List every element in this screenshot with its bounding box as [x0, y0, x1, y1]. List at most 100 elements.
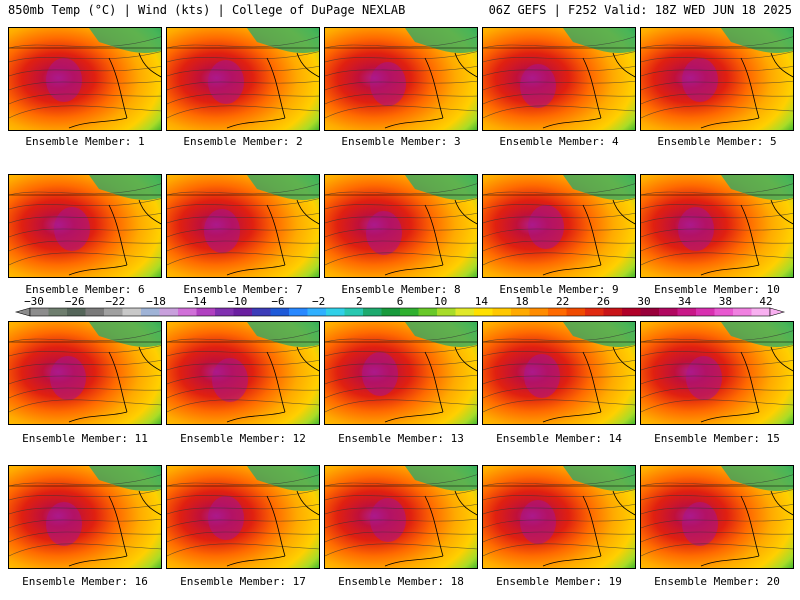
colorbar-tick-label: −6 — [271, 296, 284, 308]
colorbar-swatch — [252, 308, 271, 316]
colorbar-swatch — [233, 308, 253, 316]
colorbar-swatch — [751, 308, 771, 316]
colorbar-swatch — [733, 308, 752, 316]
colorbar-swatch — [714, 308, 734, 316]
ensemble-member-map — [640, 27, 794, 131]
ensemble-member-map — [166, 27, 320, 131]
colorbar-swatch — [196, 308, 216, 316]
ensemble-member-map — [166, 465, 320, 569]
colorbar-tick-label: 6 — [397, 296, 404, 308]
ensemble-member-map — [482, 27, 636, 131]
ensemble-member-map — [482, 321, 636, 425]
colorbar-tick-label: −26 — [65, 296, 85, 308]
ensemble-member-map — [324, 27, 478, 131]
colorbar-tick-label: 18 — [515, 296, 528, 308]
ensemble-member-label: Ensemble Member: 8 — [341, 283, 461, 296]
ensemble-member-label: Ensemble Member: 5 — [657, 135, 777, 148]
colorbar-swatch — [696, 308, 715, 316]
colorbar-tick-label: 22 — [556, 296, 569, 308]
colorbar-swatch — [529, 308, 549, 316]
ensemble-member-label: Ensemble Member: 17 — [180, 575, 306, 588]
temperature-colorbar: −30 −26 −22 −18 −14 −10 −6 −2 2 6 10 14 18 22 26 30 34 38… — [14, 296, 786, 317]
colorbar-swatch — [640, 308, 660, 316]
colorbar-tick-label: 26 — [597, 296, 610, 308]
colorbar-swatch — [48, 308, 68, 316]
colorbar-swatch — [511, 308, 530, 316]
ensemble-member-label: Ensemble Member: 9 — [499, 283, 619, 296]
ensemble-member-map — [640, 174, 794, 278]
colorbar-swatch — [344, 308, 364, 316]
colorbar-swatch — [400, 308, 419, 316]
ensemble-member-map — [324, 321, 478, 425]
map-title: 850mb Temp (°C) | Wind (kts) | College o… — [8, 3, 406, 17]
ensemble-member-map — [482, 174, 636, 278]
colorbar-swatch — [363, 308, 382, 316]
ensemble-member-label: Ensemble Member: 2 — [183, 135, 303, 148]
colorbar-swatch — [381, 308, 401, 316]
colorbar-tick-label: −30 — [24, 296, 44, 308]
colorbar-swatch — [141, 308, 160, 316]
ensemble-member-map — [8, 174, 162, 278]
ensemble-member-map — [8, 27, 162, 131]
colorbar-tick-label: 2 — [356, 296, 363, 308]
colorbar-max-arrow — [769, 307, 786, 317]
colorbar-swatch — [215, 308, 234, 316]
colorbar-tick-label: 10 — [434, 296, 447, 308]
ensemble-member-map — [640, 465, 794, 569]
colorbar-tick-label: −2 — [312, 296, 325, 308]
colorbar-swatch — [437, 308, 456, 316]
colorbar-swatch — [67, 308, 86, 316]
colorbar-swatch — [677, 308, 697, 316]
colorbar-tick-label: −22 — [105, 296, 125, 308]
colorbar-swatch — [492, 308, 512, 316]
colorbar-swatch — [85, 308, 105, 316]
colorbar-swatch — [548, 308, 567, 316]
ensemble-member-label: Ensemble Member: 7 — [183, 283, 303, 296]
ensemble-member-label: Ensemble Member: 13 — [338, 432, 464, 445]
ensemble-member-label: Ensemble Member: 20 — [654, 575, 780, 588]
colorbar-swatch — [104, 308, 123, 316]
colorbar-swatch — [30, 308, 49, 316]
ensemble-member-label: Ensemble Member: 12 — [180, 432, 306, 445]
ensemble-member-map — [482, 465, 636, 569]
valid-time-label: 06Z GEFS | F252 Valid: 18Z WED JUN 18 20… — [488, 3, 792, 17]
colorbar-swatch — [307, 308, 327, 316]
ensemble-member-map — [166, 174, 320, 278]
colorbar-tick-label: 30 — [637, 296, 650, 308]
colorbar-swatch — [289, 308, 308, 316]
colorbar-tick-label: −18 — [146, 296, 166, 308]
ensemble-member-label: Ensemble Member: 6 — [25, 283, 145, 296]
colorbar-swatch — [326, 308, 345, 316]
ensemble-member-label: Ensemble Member: 1 — [25, 135, 145, 148]
colorbar-swatch — [622, 308, 641, 316]
colorbar-swatch — [178, 308, 197, 316]
colorbar-swatch — [659, 308, 678, 316]
colorbar-tick-label: −14 — [187, 296, 207, 308]
colorbar-tick-label: 34 — [678, 296, 692, 308]
colorbar-tick-label: 42 — [759, 296, 772, 308]
colorbar-swatch — [122, 308, 142, 316]
colorbar-swatch — [585, 308, 604, 316]
ensemble-member-label: Ensemble Member: 15 — [654, 432, 780, 445]
colorbar-swatch — [455, 308, 475, 316]
colorbar-tick-label: 38 — [719, 296, 732, 308]
ensemble-member-label: Ensemble Member: 11 — [22, 432, 148, 445]
ensemble-member-map — [166, 321, 320, 425]
colorbar-swatch — [418, 308, 438, 316]
ensemble-member-map — [8, 321, 162, 425]
colorbar-tick-label: −10 — [227, 296, 247, 308]
colorbar-tick-label: 14 — [475, 296, 489, 308]
ensemble-member-map — [640, 321, 794, 425]
colorbar-swatch — [270, 308, 290, 316]
colorbar-swatch — [603, 308, 623, 316]
colorbar-min-arrow — [14, 307, 31, 317]
ensemble-member-label: Ensemble Member: 4 — [499, 135, 619, 148]
ensemble-member-label: Ensemble Member: 10 — [654, 283, 780, 296]
ensemble-member-label: Ensemble Member: 19 — [496, 575, 622, 588]
ensemble-member-map — [324, 465, 478, 569]
ensemble-member-label: Ensemble Member: 18 — [338, 575, 464, 588]
ensemble-member-map — [8, 465, 162, 569]
ensemble-member-map — [324, 174, 478, 278]
ensemble-member-label: Ensemble Member: 3 — [341, 135, 461, 148]
ensemble-member-label: Ensemble Member: 16 — [22, 575, 148, 588]
